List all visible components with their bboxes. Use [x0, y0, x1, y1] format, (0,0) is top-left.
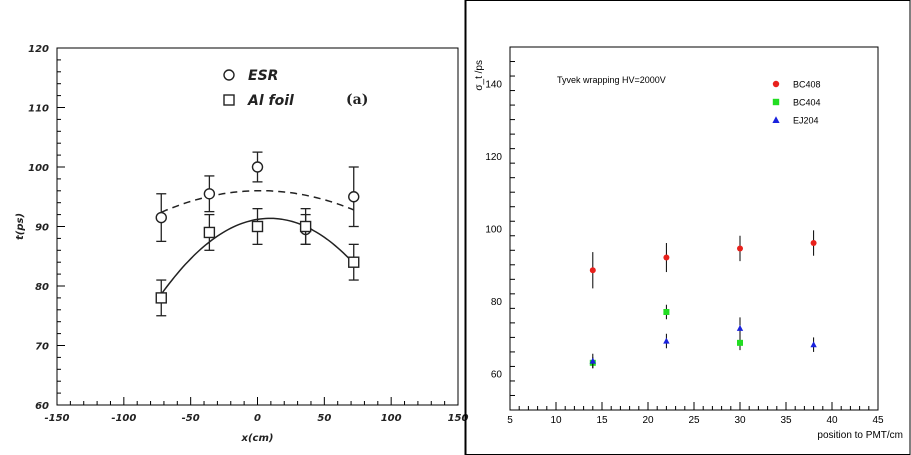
right-plot-frame: [509, 46, 879, 411]
left-y-tick-label: 120: [28, 44, 49, 55]
data-point-ej204: [810, 341, 817, 348]
right-x-tick-label: 30: [734, 415, 746, 426]
legend-marker-bc404: [772, 98, 780, 106]
left-panel-label: (a): [346, 92, 368, 108]
left-x-tick-label: 150: [448, 413, 469, 424]
legend-label-ej204: EJ204: [793, 116, 819, 126]
right-x-tick-label: 40: [826, 415, 838, 426]
data-point-bc404: [663, 308, 670, 315]
right-x-tick-label: 15: [596, 415, 608, 426]
right-x-tick-label: 20: [642, 415, 654, 426]
legend-marker-esr: [223, 69, 235, 81]
legend-label-bc404: BC404: [793, 98, 821, 108]
right-legend: BC408 BC404 EJ204: [772, 80, 821, 126]
left-y-tick-label: 60: [35, 401, 49, 412]
left-chart: -150 -100 -50 0 50 100 150 60 70 80 90 100 110 120 x(…: [15, 44, 468, 444]
right-y-tick-label: 120: [485, 152, 502, 163]
left-x-tick-label: -150: [44, 413, 69, 424]
data-point-bc408: [663, 254, 670, 261]
legend-label-al-foil: Al foil: [247, 93, 294, 109]
data-point-al-foil: [155, 292, 167, 304]
right-x-axis-label: position to PMT/cm: [817, 430, 903, 441]
right-x-tick-label: 45: [872, 415, 884, 426]
legend-label-bc408: BC408: [793, 80, 821, 90]
data-point-ej204: [736, 324, 744, 331]
data-point-al-foil: [251, 220, 264, 233]
data-point-esr: [251, 161, 264, 173]
left-y-axis-label: t(ps): [15, 213, 26, 240]
left-legend: ESR Al foil: [223, 68, 294, 109]
left-x-tick-label: 50: [317, 413, 331, 424]
right-x-tick-label: 35: [780, 415, 792, 426]
left-ticks: -150 -100 -50 0 50 100 150 60 70 80 90 100 110 120: [28, 44, 468, 424]
right-ticks: 5 10 15 20 25 30 35 40 45 60 80 100 120 140: [485, 47, 884, 426]
left-x-tick-label: -100: [111, 413, 136, 424]
left-y-tick-label: 90: [35, 223, 49, 234]
left-y-tick-label: 70: [35, 342, 49, 353]
data-point-al-foil: [203, 226, 216, 239]
data-point-ej204: [663, 337, 670, 344]
left-x-tick-label: 100: [381, 413, 402, 424]
right-y-tick-label: 140: [485, 79, 502, 90]
legend-label-esr: ESR: [248, 68, 278, 84]
data-point-esr: [348, 191, 360, 203]
left-x-tick-label: -50: [182, 413, 200, 424]
right-x-tick-label: 5: [507, 415, 513, 426]
right-data-points: [589, 230, 817, 369]
right-canvas-border: [465, 0, 911, 455]
data-point-esr: [203, 188, 216, 200]
data-point-bc408: [737, 245, 743, 252]
right-x-tick-label: 10: [550, 415, 562, 426]
data-point-al-foil: [299, 220, 312, 233]
right-y-axis-label: σ_t /ps: [474, 60, 485, 91]
data-point-ej204: [589, 357, 596, 364]
left-y-tick-label: 100: [28, 163, 49, 174]
left-x-tick-label: 0: [254, 413, 261, 424]
right-chart: 5 10 15 20 25 30 35 40 45 60 80 100 120 140 position …: [465, 0, 911, 455]
right-x-tick-label: 25: [688, 415, 700, 426]
left-y-tick-label: 110: [28, 104, 49, 115]
data-point-esr: [155, 211, 167, 224]
left-data-points: [155, 151, 360, 317]
right-y-tick-label: 60: [491, 370, 503, 381]
left-x-axis-label: x(cm): [241, 433, 274, 444]
data-point-bc408: [810, 240, 817, 247]
data-point-bc404: [737, 339, 743, 346]
data-point-al-foil: [348, 256, 360, 268]
legend-marker-al-foil: [223, 94, 235, 106]
right-y-tick-label: 100: [485, 225, 502, 236]
right-y-tick-label: 80: [491, 297, 503, 308]
fit-curve-esr: [161, 189, 354, 213]
data-point-bc408: [589, 267, 596, 274]
legend-marker-bc408: [772, 80, 780, 88]
legend-marker-ej204: [772, 116, 780, 123]
left-y-tick-label: 80: [35, 282, 49, 293]
right-annotation: Tyvek wrapping HV=2000V: [557, 75, 666, 85]
